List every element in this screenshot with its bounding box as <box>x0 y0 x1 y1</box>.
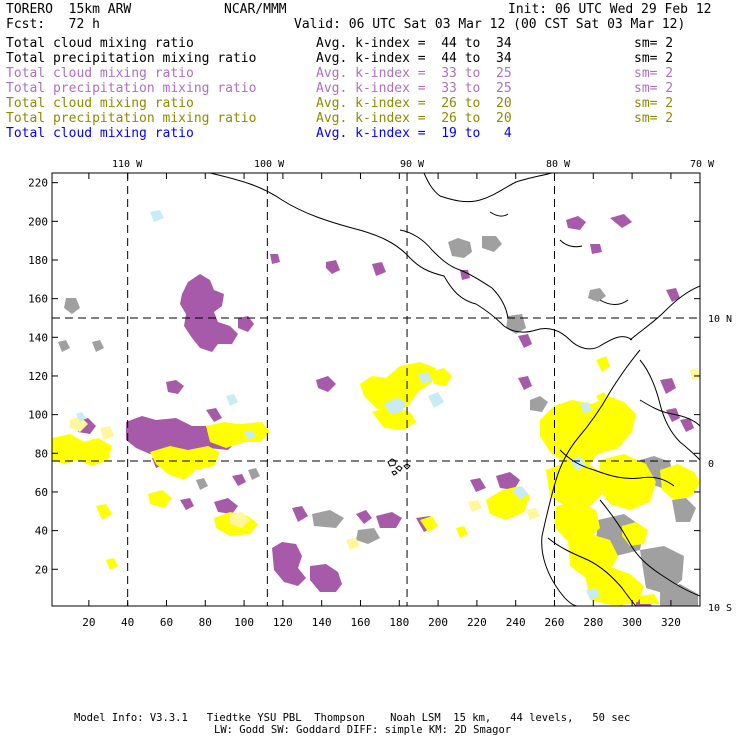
field-layer <box>52 210 700 606</box>
x-tick-label: 200 <box>428 616 448 629</box>
island-outlines <box>387 458 411 476</box>
longitude-label: 70 W <box>690 159 715 170</box>
plot-frame <box>51 172 701 607</box>
y-tick-label: 160 <box>28 293 48 306</box>
x-tick-label: 80 <box>199 616 212 629</box>
latitude-label: 0 <box>708 459 714 470</box>
legend-kindex: Avg. k-index = 26 to 20 <box>316 96 512 111</box>
y-tick-label: 180 <box>28 254 48 267</box>
longitude-labels: 110 W 100 W 90 W 80 W 70 W <box>112 159 715 170</box>
latitude-label: 10 S <box>708 603 732 614</box>
legend-smoothing: sm= 2 <box>634 36 674 51</box>
light-yellow-cloud-areas <box>70 368 700 550</box>
latitude-labels: 10 N 0 10 S <box>708 314 732 614</box>
valid-time: Valid: 06 UTC Sat 03 Mar 12 (00 CST Sat … <box>294 17 686 32</box>
legend-kindex: Avg. k-index = 33 to 25 <box>316 81 512 96</box>
x-tick-label: 260 <box>545 616 565 629</box>
y-tick-label: 20 <box>35 563 48 576</box>
legend-kindex: Avg. k-index = 44 to 34 <box>316 36 512 51</box>
legend-kindex: Avg. k-index = 33 to 25 <box>316 66 512 81</box>
coastlines <box>209 173 700 606</box>
light-blue-cloud-areas <box>76 210 600 600</box>
x-tick-label: 120 <box>273 616 293 629</box>
legend-smoothing: sm= 2 <box>634 96 674 111</box>
x-tick-labels: 20 40 60 80 100 120 140 160 180 200 220 240 260 280 30… <box>82 616 681 629</box>
init-time: Init: 06 UTC Wed 29 Feb 12 <box>508 2 712 17</box>
legend-kindex: Avg. k-index = 44 to 34 <box>316 51 512 66</box>
y-tick-labels: 20 40 60 80 100 120 140 160 180 200 220 <box>28 177 48 577</box>
legend-smoothing: sm= 2 <box>634 81 674 96</box>
x-tick-label: 20 <box>82 616 95 629</box>
y-tick-label: 60 <box>35 486 48 499</box>
x-tick-label: 180 <box>389 616 409 629</box>
y-tick-label: 80 <box>35 447 48 460</box>
x-tick-label: 140 <box>312 616 332 629</box>
y-tick-label: 120 <box>28 370 48 383</box>
x-tick-label: 100 <box>234 616 254 629</box>
purple-cloud-areas <box>76 214 694 606</box>
legend-kindex: Avg. k-index = 26 to 20 <box>316 111 512 126</box>
organization-label: NCAR/MMM <box>224 2 287 17</box>
model-info-line: Model Info: V3.3.1 Tiedtke YSU PBL Thomp… <box>74 712 631 724</box>
legend-smoothing: sm= 2 <box>634 111 674 126</box>
x-tick-label: 60 <box>160 616 173 629</box>
longitude-label: 80 W <box>546 159 571 170</box>
legend-field: Total precipitation mixing ratio <box>6 111 257 126</box>
x-tick-label: 40 <box>121 616 134 629</box>
x-tick-label: 280 <box>583 616 603 629</box>
longitude-label: 90 W <box>400 159 425 170</box>
longitude-label: 100 W <box>254 159 285 170</box>
grid-lines <box>52 173 700 606</box>
legend-field: Total cloud mixing ratio <box>6 126 194 141</box>
x-tick-label: 160 <box>351 616 371 629</box>
legend-field: Total cloud mixing ratio <box>6 36 194 51</box>
x-tick-label: 320 <box>661 616 681 629</box>
legend-field: Total precipitation mixing ratio <box>6 81 257 96</box>
legend-field: Total cloud mixing ratio <box>6 96 194 111</box>
y-tick-label: 220 <box>28 177 48 190</box>
forecast-hour: Fcst: 72 h <box>6 17 100 32</box>
y-tick-label: 200 <box>28 215 48 228</box>
x-tick-label: 220 <box>467 616 487 629</box>
y-tick-label: 100 <box>28 409 48 422</box>
legend-kindex: Avg. k-index = 19 to 4 <box>316 126 512 141</box>
axis-ticks <box>52 173 700 606</box>
model-title: TORERO 15km ARW <box>6 2 132 17</box>
x-tick-label: 300 <box>622 616 642 629</box>
latitude-label: 10 N <box>708 314 732 325</box>
legend-smoothing: sm= 2 <box>634 51 674 66</box>
y-tick-label: 40 <box>35 525 48 538</box>
longitude-label: 110 W <box>112 159 143 170</box>
yellow-cloud-areas <box>52 356 700 606</box>
x-tick-label: 240 <box>506 616 526 629</box>
legend-field: Total precipitation mixing ratio <box>6 51 257 66</box>
physics-info-line: LW: Godd SW: Goddard DIFF: simple KM: 2D… <box>214 724 512 736</box>
legend-smoothing: sm= 2 <box>634 66 674 81</box>
y-tick-label: 140 <box>28 331 48 344</box>
legend-field: Total cloud mixing ratio <box>6 66 194 81</box>
